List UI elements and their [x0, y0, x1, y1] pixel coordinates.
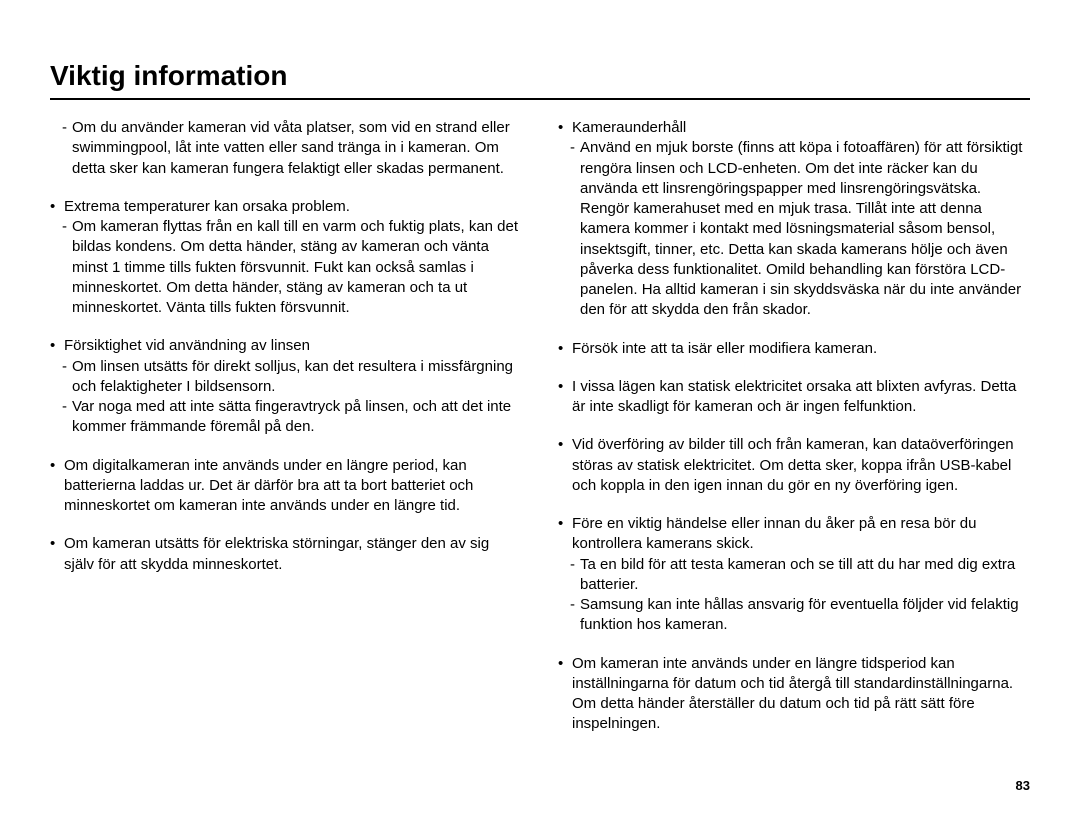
list-item: Vid överföring av bilder till och från k…	[558, 435, 1030, 496]
list-item: Extrema temperaturer kan orsaka problem.…	[50, 197, 522, 319]
list-item: Om kameran utsätts för elektriska störni…	[50, 534, 522, 575]
list-item: Försiktighet vid användning av linsen Om…	[50, 336, 522, 437]
list-item: Före en viktig händelse eller innan du å…	[558, 514, 1030, 636]
bullet-text: Om kameran utsätts för elektriska störni…	[50, 534, 522, 575]
list-item: Försök inte att ta isär eller modifiera …	[558, 339, 1030, 359]
list-item: Om kameran inte används under en längre …	[558, 654, 1030, 735]
left-column: Om du använder kameran vid våta platser,…	[50, 118, 522, 753]
bullet-text: Före en viktig händelse eller innan du å…	[558, 514, 1030, 555]
bullet-text: Extrema temperaturer kan orsaka problem.	[50, 197, 522, 217]
content-columns: Om du använder kameran vid våta platser,…	[50, 118, 1030, 753]
list-item: Om du använder kameran vid våta platser,…	[50, 118, 522, 179]
page-title: Viktig information	[50, 60, 1030, 100]
list-item: Om digitalkameran inte används under en …	[50, 456, 522, 517]
sub-item: Samsung kan inte hållas ansvarig för eve…	[558, 595, 1030, 636]
sub-item: Var noga med att inte sätta fingeravtryc…	[50, 397, 522, 438]
sub-item: Ta en bild för att testa kameran och se …	[558, 555, 1030, 596]
page-number: 83	[1016, 778, 1030, 793]
sub-item: Om du använder kameran vid våta platser,…	[50, 118, 522, 179]
bullet-text: Vid överföring av bilder till och från k…	[558, 435, 1030, 496]
bullet-text: Kameraunderhåll	[558, 118, 1030, 138]
right-column: Kameraunderhåll Använd en mjuk borste (f…	[558, 118, 1030, 753]
list-item: I vissa lägen kan statisk elektricitet o…	[558, 377, 1030, 418]
sub-item: Använd en mjuk borste (finns att köpa i …	[558, 138, 1030, 320]
bullet-text: Försök inte att ta isär eller modifiera …	[558, 339, 1030, 359]
bullet-text: Om kameran inte används under en längre …	[558, 654, 1030, 735]
bullet-text: I vissa lägen kan statisk elektricitet o…	[558, 377, 1030, 418]
sub-item: Om kameran flyttas från en kall till en …	[50, 217, 522, 318]
document-page: Viktig information Om du använder kamera…	[0, 0, 1080, 815]
bullet-text: Om digitalkameran inte används under en …	[50, 456, 522, 517]
list-item: Kameraunderhåll Använd en mjuk borste (f…	[558, 118, 1030, 321]
bullet-text: Försiktighet vid användning av linsen	[50, 336, 522, 356]
sub-item: Om linsen utsätts för direkt solljus, ka…	[50, 357, 522, 398]
